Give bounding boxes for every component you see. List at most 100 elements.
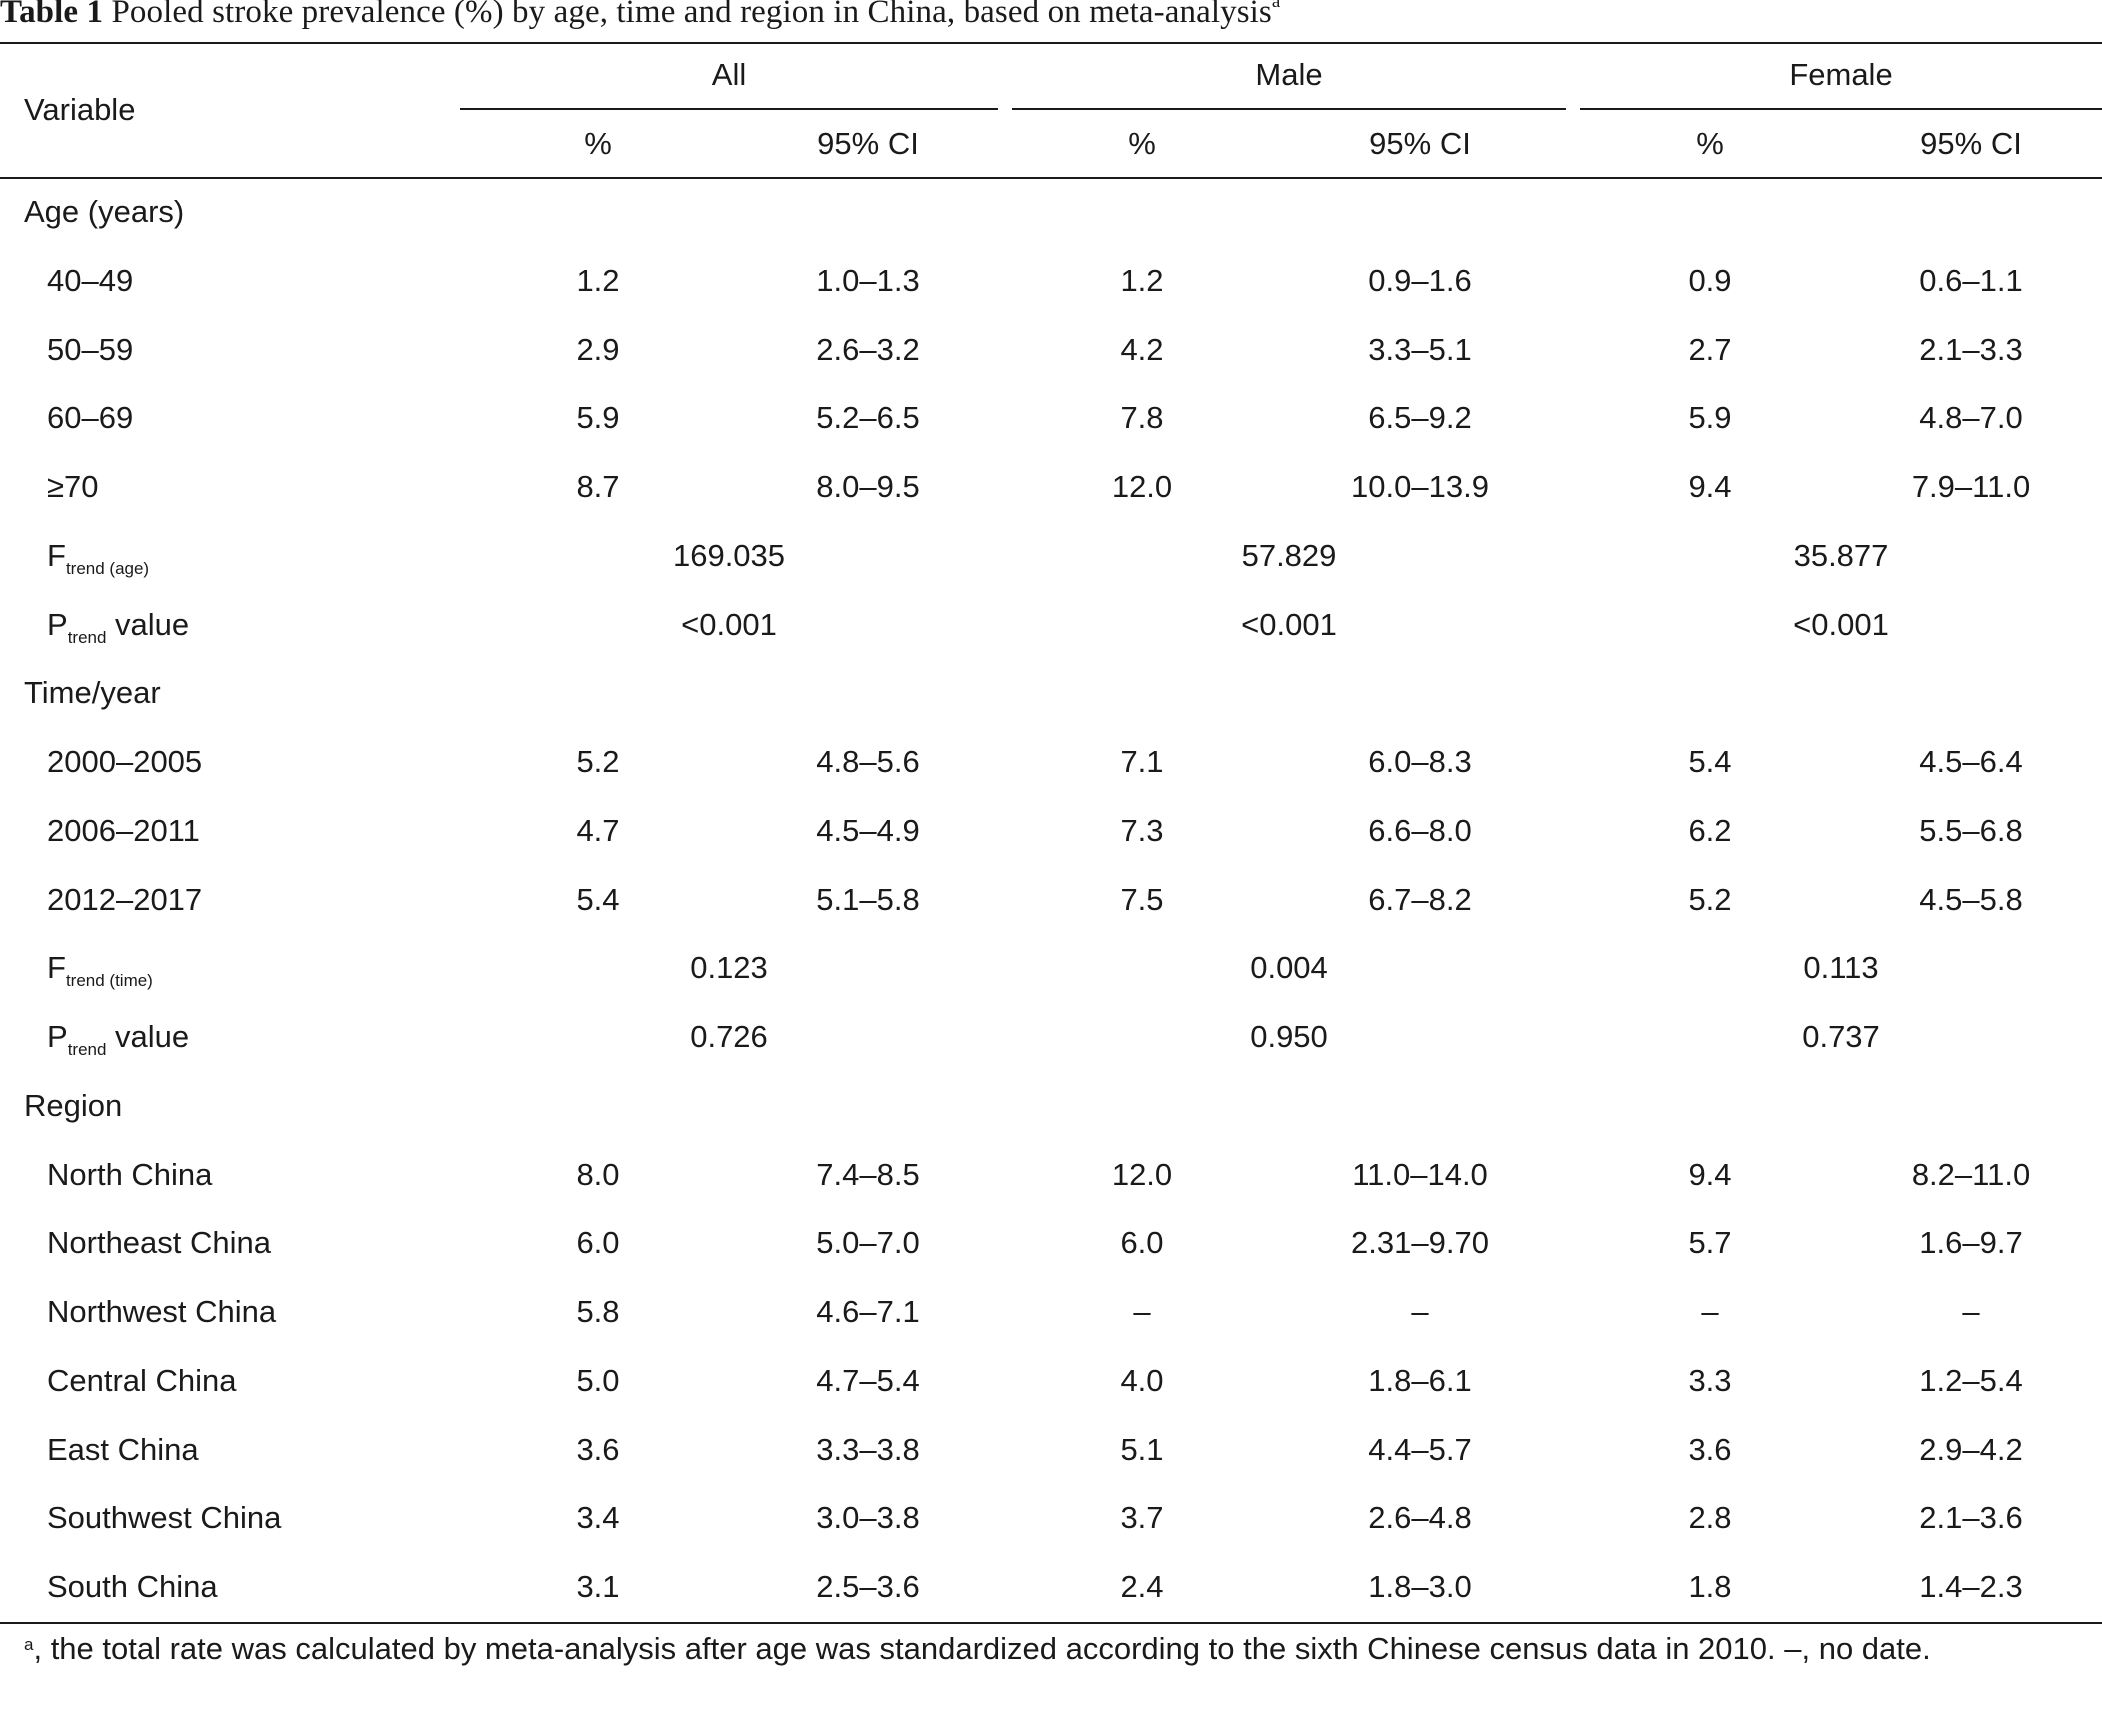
row-label: East China bbox=[47, 1432, 199, 1467]
table-cell: – bbox=[1133, 1294, 1151, 1329]
table-cell: 4.5–6.4 bbox=[1919, 744, 2023, 779]
table-bottom-rule bbox=[0, 1622, 2102, 1624]
table-cell: 6.0 bbox=[576, 1225, 620, 1260]
caption-text: Pooled stroke prevalence (%) by age, tim… bbox=[111, 0, 1272, 30]
stat-cell: 0.123 bbox=[690, 950, 768, 985]
header-pct-female: % bbox=[1696, 126, 1724, 161]
footnote-text: , the total rate was calculated by meta-… bbox=[33, 1631, 1931, 1666]
table-cell: 0.6–1.1 bbox=[1919, 263, 2023, 298]
table-cell: 4.5–5.8 bbox=[1919, 882, 2023, 917]
table-cell: 0.9–1.6 bbox=[1368, 263, 1472, 298]
stat-row-label: Ftrend (age) bbox=[47, 538, 149, 578]
table-cell: 5.1–5.8 bbox=[816, 882, 920, 917]
row-label: 60–69 bbox=[47, 400, 134, 435]
table-cell: 10.0–13.9 bbox=[1351, 469, 1489, 504]
stat-cell: <0.001 bbox=[681, 607, 777, 642]
header-pct-all: % bbox=[584, 126, 612, 161]
table-cell: 5.8 bbox=[576, 1294, 620, 1329]
stat-cell: 0.726 bbox=[690, 1019, 768, 1054]
table-cell: 3.4 bbox=[576, 1500, 620, 1535]
table-cell: 5.9 bbox=[576, 400, 620, 435]
section-heading: Age (years) bbox=[24, 194, 185, 229]
table-cell: 2.31–9.70 bbox=[1351, 1225, 1489, 1260]
header-ci-male: 95% CI bbox=[1369, 126, 1471, 161]
stat-cell: <0.001 bbox=[1241, 607, 1337, 642]
table-cell: 5.7 bbox=[1688, 1225, 1732, 1260]
table-cell: 4.7–5.4 bbox=[816, 1363, 920, 1398]
row-label: 2012–2017 bbox=[47, 882, 203, 917]
table-cell: 3.3 bbox=[1688, 1363, 1732, 1398]
row-label: 2000–2005 bbox=[47, 744, 203, 779]
footnote-marker: a bbox=[24, 1635, 34, 1654]
table-cell: 5.9 bbox=[1688, 400, 1732, 435]
table-cell: 1.8 bbox=[1688, 1569, 1732, 1604]
table-cell: 12.0 bbox=[1111, 469, 1173, 504]
row-label: ≥70 bbox=[47, 469, 99, 504]
group-rule-all bbox=[460, 108, 998, 110]
table-cell: 6.7–8.2 bbox=[1368, 882, 1472, 917]
table-cell: 3.3–3.8 bbox=[816, 1432, 920, 1467]
table-cell: 6.6–8.0 bbox=[1368, 813, 1472, 848]
table-cell: 6.0 bbox=[1120, 1225, 1164, 1260]
section-heading: Region bbox=[24, 1088, 123, 1123]
table-cell: 5.4 bbox=[576, 882, 620, 917]
header-ci-female: 95% CI bbox=[1920, 126, 2022, 161]
table-cell: 5.2–6.5 bbox=[816, 400, 920, 435]
table-cell: 4.5–4.9 bbox=[816, 813, 920, 848]
header-group-all: All bbox=[711, 57, 747, 92]
table-cell: – bbox=[1411, 1294, 1429, 1329]
table-cell: 4.8–5.6 bbox=[816, 744, 920, 779]
row-label: Northeast China bbox=[47, 1225, 272, 1260]
stat-symbol: F bbox=[47, 538, 66, 573]
table-cell: 5.2 bbox=[1688, 882, 1732, 917]
row-label: Northwest China bbox=[47, 1294, 277, 1329]
table-cell: 2.4 bbox=[1120, 1569, 1164, 1604]
top-rule bbox=[0, 42, 2102, 44]
table-cell: 2.9 bbox=[576, 332, 620, 367]
table-cell: 5.1 bbox=[1120, 1432, 1164, 1467]
table-cell: 6.2 bbox=[1688, 813, 1732, 848]
stat-subscript: trend bbox=[67, 1040, 107, 1059]
table-cell: 0.9 bbox=[1688, 263, 1732, 298]
table-cell: 3.6 bbox=[1688, 1432, 1732, 1467]
stat-row-label: Ftrend (time) bbox=[47, 950, 153, 990]
table-cell: 3.7 bbox=[1120, 1500, 1164, 1535]
table-cell: – bbox=[1962, 1294, 1980, 1329]
table-cell: 2.8 bbox=[1688, 1500, 1732, 1535]
table-cell: 3.6 bbox=[576, 1432, 620, 1467]
caption-label: Table 1 bbox=[0, 0, 104, 30]
table-caption: Table 1 Pooled stroke prevalence (%) by … bbox=[0, 0, 1280, 31]
table-cell: 1.2 bbox=[576, 263, 620, 298]
stat-suffix: value bbox=[106, 1019, 190, 1054]
row-label: 2006–2011 bbox=[47, 813, 200, 848]
table-cell: 4.4–5.7 bbox=[1368, 1432, 1472, 1467]
table-cell: 8.0–9.5 bbox=[816, 469, 920, 504]
table-cell: 6.5–9.2 bbox=[1368, 400, 1472, 435]
table-cell: 7.5 bbox=[1120, 882, 1164, 917]
table-cell: 4.2 bbox=[1120, 332, 1164, 367]
stat-cell: 0.004 bbox=[1250, 950, 1328, 985]
stat-symbol: P bbox=[47, 1019, 68, 1054]
stat-subscript: trend (time) bbox=[65, 971, 153, 990]
table-cell: 1.6–9.7 bbox=[1919, 1225, 2023, 1260]
section-heading: Time/year bbox=[24, 675, 161, 710]
table-cell: 7.9–11.0 bbox=[1911, 469, 2031, 504]
table-cell: 1.0–1.3 bbox=[816, 263, 920, 298]
stat-cell: 35.877 bbox=[1793, 538, 1889, 573]
table-cell: 5.0–7.0 bbox=[816, 1225, 920, 1260]
stat-cell: 169.035 bbox=[672, 538, 786, 573]
stat-row-label: Ptrend value bbox=[47, 1019, 190, 1059]
row-label: 40–49 bbox=[47, 263, 134, 298]
header-bottom-rule bbox=[0, 177, 2102, 179]
table-cell: 1.2 bbox=[1120, 263, 1164, 298]
table-cell: 2.9–4.2 bbox=[1919, 1432, 2023, 1467]
table-footnote: a, the total rate was calculated by meta… bbox=[24, 1626, 2080, 1672]
stat-cell: 0.113 bbox=[1803, 950, 1879, 985]
table-cell: 7.1 bbox=[1120, 744, 1164, 779]
table-cell: 9.4 bbox=[1688, 1157, 1732, 1192]
table-cell: 12.0 bbox=[1111, 1157, 1173, 1192]
table-cell: 2.1–3.3 bbox=[1919, 332, 2023, 367]
table-cell: 8.7 bbox=[576, 469, 620, 504]
table-cell: 5.2 bbox=[576, 744, 620, 779]
row-label: South China bbox=[47, 1569, 218, 1604]
